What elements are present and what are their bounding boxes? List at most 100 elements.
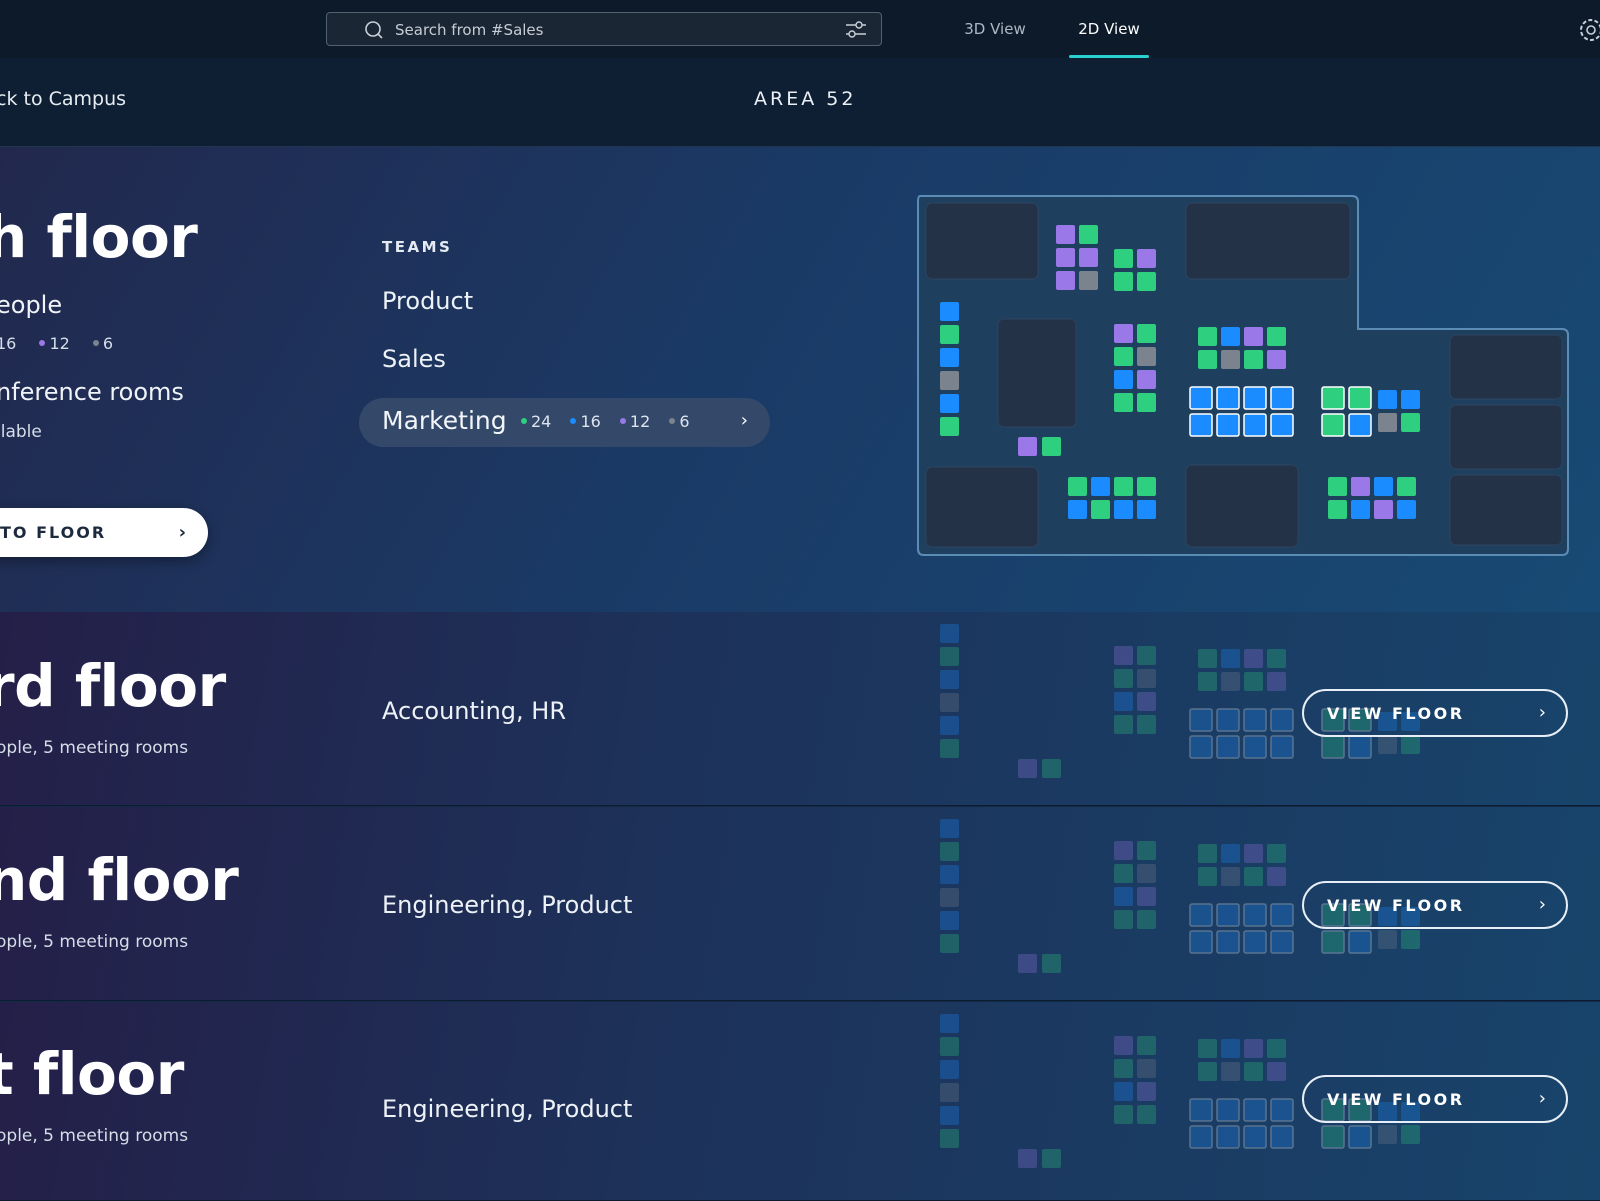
desk[interactable] [1114, 715, 1133, 734]
desk[interactable] [1091, 500, 1110, 519]
desk[interactable] [1243, 708, 1267, 732]
desk[interactable] [1114, 500, 1133, 519]
desk[interactable] [1114, 477, 1133, 496]
desk[interactable] [940, 348, 959, 367]
room[interactable] [1449, 334, 1563, 400]
desk[interactable] [1243, 903, 1267, 927]
room[interactable] [997, 318, 1077, 428]
desk[interactable] [1216, 386, 1240, 410]
desk[interactable] [940, 739, 959, 758]
desk[interactable] [1189, 930, 1213, 954]
desk[interactable] [1042, 954, 1061, 973]
desk[interactable] [1378, 1125, 1397, 1144]
desk[interactable] [1189, 903, 1213, 927]
desk[interactable] [1114, 370, 1133, 389]
desk[interactable] [940, 624, 959, 643]
desk[interactable] [1321, 1125, 1345, 1149]
desk[interactable] [1137, 347, 1156, 366]
desk[interactable] [1397, 500, 1416, 519]
desk[interactable] [1189, 386, 1213, 410]
desk[interactable] [1267, 649, 1286, 668]
desk[interactable] [1221, 1062, 1240, 1081]
desk[interactable] [1216, 1125, 1240, 1149]
filter-icon[interactable] [845, 20, 867, 40]
desk[interactable] [940, 1083, 959, 1102]
desk[interactable] [1244, 672, 1263, 691]
desk[interactable] [940, 1037, 959, 1056]
desk[interactable] [1348, 930, 1372, 954]
desk[interactable] [1401, 390, 1420, 409]
desk[interactable] [1079, 248, 1098, 267]
desk[interactable] [1198, 350, 1217, 369]
desk[interactable] [1378, 413, 1397, 432]
desk[interactable] [940, 1129, 959, 1148]
desk[interactable] [1348, 413, 1372, 437]
desk[interactable] [1137, 324, 1156, 343]
desk[interactable] [940, 302, 959, 321]
desk[interactable] [940, 417, 959, 436]
desk[interactable] [940, 394, 959, 413]
desk[interactable] [1328, 477, 1347, 496]
desk[interactable] [940, 1060, 959, 1079]
desk[interactable] [940, 647, 959, 666]
desk[interactable] [1401, 735, 1420, 754]
desk[interactable] [1348, 386, 1372, 410]
desk[interactable] [1198, 867, 1217, 886]
desk[interactable] [1114, 910, 1133, 929]
search-input[interactable]: Search from #Sales [326, 12, 882, 46]
desk[interactable] [1018, 437, 1037, 456]
desk[interactable] [1221, 672, 1240, 691]
desk[interactable] [1243, 413, 1267, 437]
desk[interactable] [1267, 867, 1286, 886]
desk[interactable] [1189, 413, 1213, 437]
desk[interactable] [1244, 327, 1263, 346]
desk[interactable] [1137, 1105, 1156, 1124]
desk[interactable] [1321, 930, 1345, 954]
desk[interactable] [1351, 477, 1370, 496]
desk[interactable] [1216, 903, 1240, 927]
desk[interactable] [1374, 500, 1393, 519]
desk[interactable] [1243, 735, 1267, 759]
room[interactable] [925, 466, 1039, 548]
desk[interactable] [1091, 477, 1110, 496]
desk[interactable] [1137, 841, 1156, 860]
desk[interactable] [1114, 1082, 1133, 1101]
desk[interactable] [1270, 735, 1294, 759]
desk[interactable] [1401, 907, 1420, 926]
desk[interactable] [1378, 1102, 1397, 1121]
desk[interactable] [1114, 864, 1133, 883]
desk[interactable] [1216, 1098, 1240, 1122]
gear-icon[interactable] [1576, 15, 1600, 45]
desk[interactable] [1378, 390, 1397, 409]
desk[interactable] [1189, 708, 1213, 732]
desk[interactable] [1137, 370, 1156, 389]
desk[interactable] [1216, 413, 1240, 437]
room[interactable] [925, 202, 1039, 280]
desk[interactable] [940, 865, 959, 884]
desk[interactable] [1018, 954, 1037, 973]
desk[interactable] [1137, 500, 1156, 519]
desk[interactable] [1243, 930, 1267, 954]
desk[interactable] [1348, 708, 1372, 732]
desk[interactable] [1216, 708, 1240, 732]
desk[interactable] [940, 888, 959, 907]
desk[interactable] [1068, 500, 1087, 519]
desk[interactable] [1244, 1039, 1263, 1058]
desk[interactable] [1068, 477, 1087, 496]
desk[interactable] [1378, 907, 1397, 926]
desk[interactable] [1221, 1039, 1240, 1058]
desk[interactable] [940, 716, 959, 735]
desk[interactable] [1137, 715, 1156, 734]
desk[interactable] [1267, 1062, 1286, 1081]
desk[interactable] [1137, 393, 1156, 412]
desk[interactable] [1042, 759, 1061, 778]
desk[interactable] [1114, 692, 1133, 711]
desk[interactable] [1137, 646, 1156, 665]
desk[interactable] [1114, 272, 1133, 291]
desk[interactable] [1114, 393, 1133, 412]
desk[interactable] [1198, 672, 1217, 691]
desk[interactable] [1243, 386, 1267, 410]
desk[interactable] [1378, 930, 1397, 949]
desk[interactable] [940, 325, 959, 344]
desk[interactable] [1221, 350, 1240, 369]
